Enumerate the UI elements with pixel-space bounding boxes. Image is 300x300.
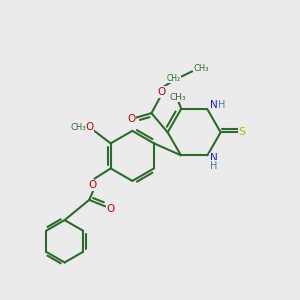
Text: S: S bbox=[238, 127, 245, 137]
Text: N: N bbox=[210, 100, 218, 110]
Text: CH₃: CH₃ bbox=[70, 123, 86, 132]
Text: H: H bbox=[218, 100, 225, 110]
Text: CH₂: CH₂ bbox=[167, 74, 181, 83]
Text: O: O bbox=[89, 180, 97, 190]
Text: CH₃: CH₃ bbox=[193, 64, 209, 73]
Text: H: H bbox=[210, 160, 218, 171]
Text: O: O bbox=[128, 114, 136, 124]
Text: N: N bbox=[210, 153, 218, 163]
Text: O: O bbox=[106, 204, 115, 214]
Text: O: O bbox=[157, 87, 165, 97]
Text: O: O bbox=[85, 122, 93, 133]
Text: CH₃: CH₃ bbox=[170, 92, 186, 101]
